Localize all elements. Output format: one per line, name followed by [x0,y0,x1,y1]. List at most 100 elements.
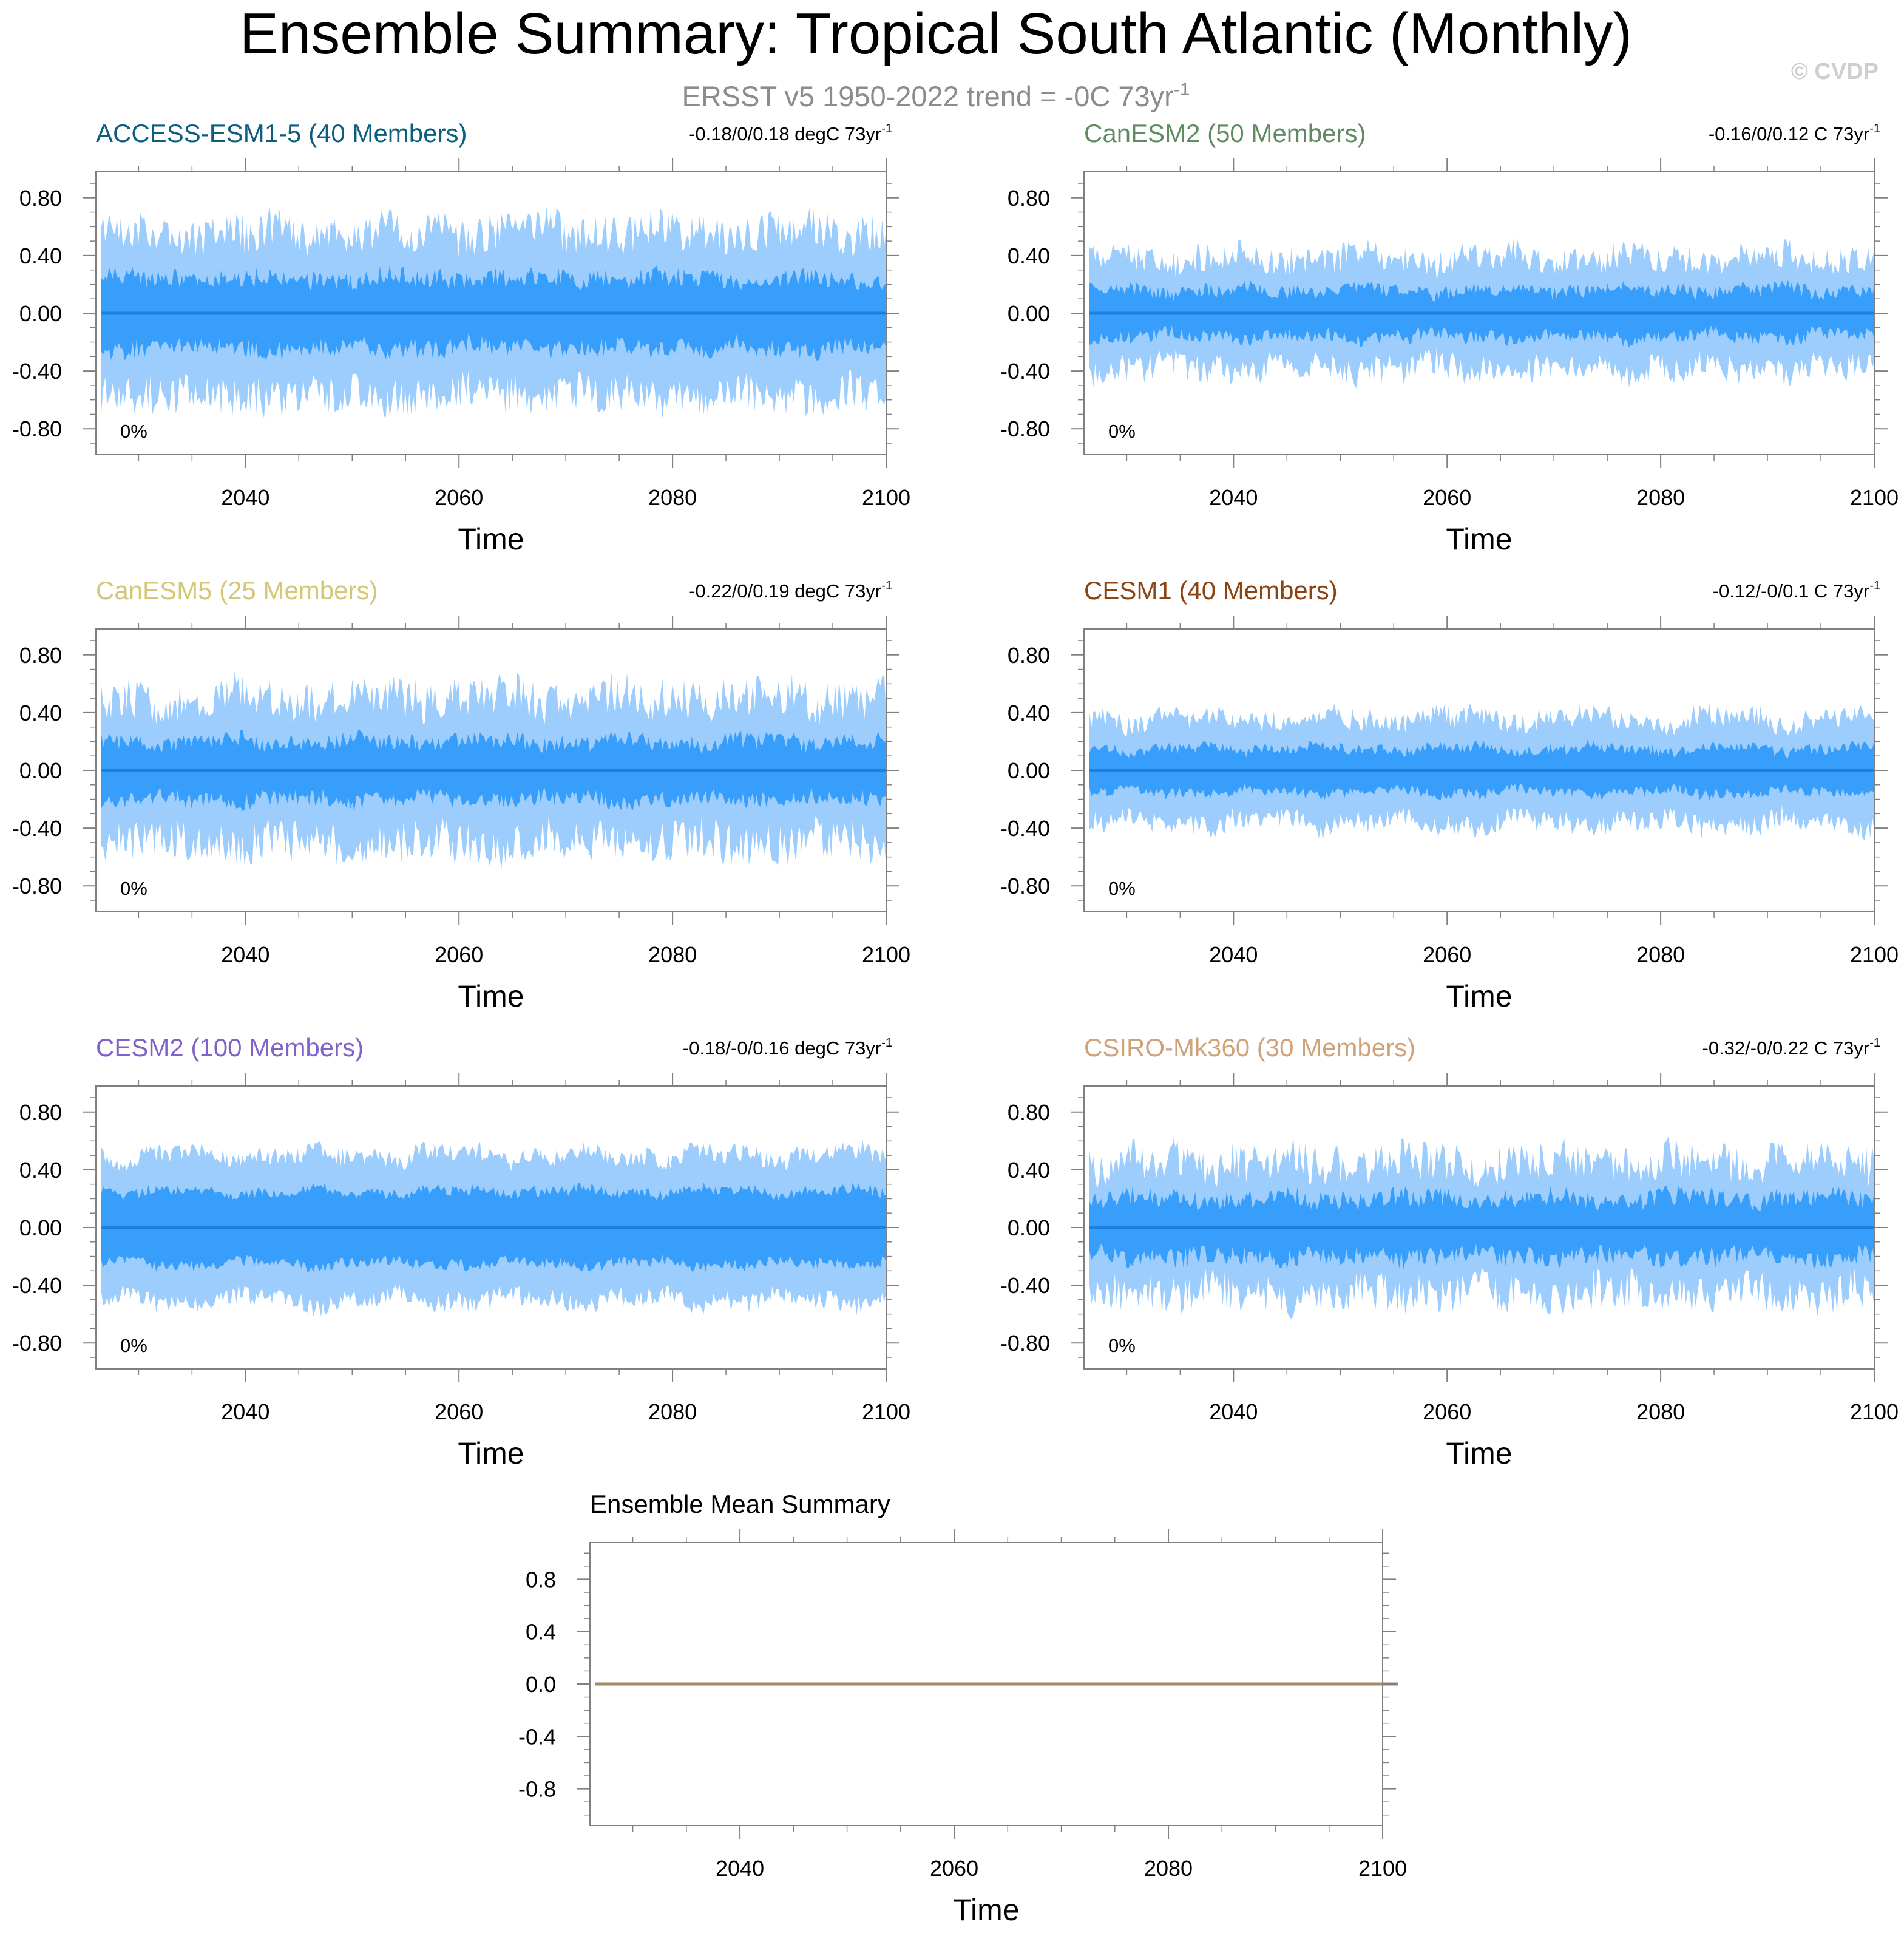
panel-title: Ensemble Mean Summary [590,1490,890,1518]
trend-label-sup: -1 [1869,579,1880,593]
panel-title: CESM2 (100 Members) [96,1033,364,1062]
figure-title: Ensemble Summary: Tropical South Atlanti… [240,1,1632,66]
y-tick-label: -0.80 [12,874,62,898]
y-tick-label: -0.40 [1000,1273,1050,1298]
x-tick-label: 2100 [1358,1856,1407,1881]
y-tick-label: -0.80 [1000,1331,1050,1356]
x-tick-label: 2060 [1423,942,1471,967]
panel-3: 0.80 0.40 0.00 -0.40 -0.80 2040 2060 2080 2100 Ti… [12,576,910,1013]
trend-label: -0.22/0/0.19 degC 73yr-1 [689,579,892,602]
y-tick-label: 0.80 [19,186,62,211]
trend-label-main: -0.12/-0/0.1 C 73yr [1713,580,1869,602]
x-tick-label: 2080 [1636,485,1685,510]
percent-label: 0% [1108,421,1136,442]
trend-label: -0.18/0/0.18 degC 73yr-1 [689,122,892,144]
x-tick-label: 2040 [716,1856,764,1881]
y-tick-label: 0.00 [1008,758,1050,783]
y-tick-label: -0.40 [12,816,62,841]
percent-label: 0% [120,421,147,442]
x-axis-label: Time [458,979,524,1013]
y-tick-label: -0.8 [518,1777,556,1802]
y-tick-label: 0.00 [1008,301,1050,326]
y-tick-label: 0.40 [19,701,62,725]
panel-5: 0.80 0.40 0.00 -0.40 -0.80 2040 2060 2080 2100 Ti… [12,1033,910,1470]
x-axis-label: Time [1446,979,1512,1013]
percent-label: 0% [1108,878,1136,899]
x-tick-label: 2100 [862,942,910,967]
trend-label: -0.16/0/0.12 C 73yr-1 [1709,122,1880,144]
x-tick-label: 2040 [221,942,269,967]
x-tick-label: 2080 [648,1399,697,1424]
panel-7: 0.8 0.4 0.0 -0.4 -0.8 2040 2060 2080 2100 Time Ens… [518,1490,1407,1927]
panel-title: CanESM5 (25 Members) [96,576,378,605]
x-tick-label: 2060 [435,485,483,510]
x-tick-label: 2040 [1209,942,1258,967]
x-tick-label: 2100 [1850,1399,1899,1424]
y-tick-label: -0.80 [1000,416,1050,441]
panel-1: 0.80 0.40 0.00 -0.40 -0.80 2040 2060 2080 2100 Ti… [12,119,910,556]
trend-label-sup: -1 [1869,1036,1880,1050]
trend-label-main: -0.32/-0/0.22 C 73yr [1702,1037,1870,1059]
figure-subtitle-sup: -1 [1174,80,1190,100]
y-tick-label: 0.4 [526,1620,556,1645]
panel-4: 0.80 0.40 0.00 -0.40 -0.80 2040 2060 2080 2100 Ti… [1000,576,1899,1013]
panel-6: 0.80 0.40 0.00 -0.40 -0.80 2040 2060 2080 2100 Ti… [1000,1033,1899,1470]
y-tick-label: -0.40 [12,1273,62,1298]
y-tick-label: -0.4 [518,1724,556,1749]
y-tick-label: 0.40 [19,1158,62,1183]
x-tick-label: 2080 [1636,1399,1685,1424]
panel-title: CESM1 (40 Members) [1084,576,1338,605]
trend-label-sup: -1 [881,122,892,135]
x-tick-label: 2100 [862,1399,910,1424]
y-tick-label: -0.40 [1000,359,1050,384]
trend-label: -0.32/-0/0.22 C 73yr-1 [1702,1036,1881,1059]
y-tick-label: 0.80 [19,643,62,668]
x-tick-label: 2100 [1850,942,1899,967]
percent-label: 0% [120,1335,147,1356]
x-tick-label: 2080 [1636,942,1685,967]
y-tick-label: 0.00 [19,1215,62,1240]
trend-label: -0.12/-0/0.1 C 73yr-1 [1713,579,1880,602]
trend-label-sup: -1 [881,579,892,593]
panel-2: 0.80 0.40 0.00 -0.40 -0.80 2040 2060 2080 2100 Ti… [1000,119,1899,556]
x-axis-label: Time [1446,522,1512,556]
y-tick-label: 0.80 [1008,186,1050,211]
panel-title: CSIRO-Mk360 (30 Members) [1084,1033,1415,1062]
x-tick-label: 2060 [1423,485,1471,510]
figure-subtitle: ERSST v5 1950-2022 trend = -0C 73yr-1 [682,80,1190,112]
x-tick-label: 2060 [435,942,483,967]
x-tick-label: 2060 [930,1856,978,1881]
y-tick-label: 0.40 [1008,1158,1050,1183]
watermark: © CVDP [1791,59,1879,84]
x-axis-label: Time [953,1893,1019,1927]
y-tick-label: 0.00 [19,301,62,326]
y-tick-label: 0.40 [19,243,62,268]
x-tick-label: 2100 [1850,485,1899,510]
panels-group: 0.80 0.40 0.00 -0.40 -0.80 2040 2060 2080 2100 Ti… [12,119,1899,1927]
percent-label: 0% [120,878,147,899]
x-axis-label: Time [1446,1436,1512,1470]
panel-title: ACCESS-ESM1-5 (40 Members) [96,119,467,148]
x-tick-label: 2040 [221,1399,269,1424]
percent-label: 0% [1108,1335,1136,1356]
y-tick-label: 0.0 [526,1672,556,1697]
trend-label-sup: -1 [881,1036,892,1050]
x-tick-label: 2080 [648,942,697,967]
x-tick-label: 2080 [1144,1856,1193,1881]
y-tick-label: 0.40 [1008,243,1050,268]
x-axis-label: Time [458,1436,524,1470]
x-tick-label: 2100 [862,485,910,510]
trend-label-main: -0.22/0/0.19 degC 73yr [689,580,881,602]
y-tick-label: 0.00 [19,758,62,783]
x-tick-label: 2060 [435,1399,483,1424]
y-tick-label: 0.80 [19,1100,62,1125]
trend-label-main: -0.18/-0/0.16 degC 73yr [683,1037,881,1059]
y-tick-label: 0.8 [526,1567,556,1592]
y-tick-label: -0.80 [12,1331,62,1356]
y-tick-label: -0.80 [12,416,62,441]
x-axis-label: Time [458,522,524,556]
figure-subtitle-main: ERSST v5 1950-2022 trend = -0C 73yr [682,80,1173,112]
trend-label-sup: -1 [1869,122,1880,135]
x-tick-label: 2040 [1209,485,1258,510]
